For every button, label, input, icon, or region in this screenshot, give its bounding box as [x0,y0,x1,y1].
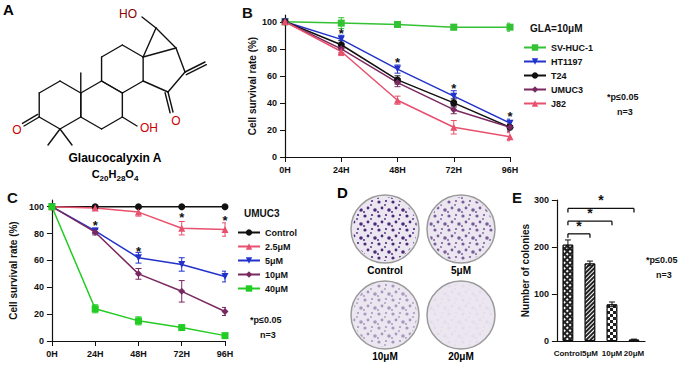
svg-text:*: * [93,218,99,233]
svg-text:24H: 24H [333,165,350,175]
svg-text:300: 300 [534,195,549,205]
svg-text:C: C [7,189,18,206]
svg-text:n=3: n=3 [617,107,633,117]
svg-text:n=3: n=3 [656,270,672,280]
svg-text:Cell survival rate (%): Cell survival rate (%) [8,221,19,319]
svg-text:40μM: 40μM [265,284,288,294]
svg-text:O: O [171,114,180,128]
svg-text:80: 80 [267,44,277,54]
svg-text:0H: 0H [279,165,291,175]
svg-text:B: B [242,4,253,21]
svg-text:Control: Control [554,349,582,358]
svg-text:*: * [587,205,593,221]
svg-text:100: 100 [262,17,277,27]
svg-text:Control: Control [367,265,403,276]
svg-text:T24: T24 [551,71,567,81]
svg-text:HT1197: HT1197 [551,57,583,67]
svg-text:20: 20 [34,309,44,319]
svg-text:A: A [3,1,14,18]
svg-text:80: 80 [34,229,44,239]
svg-text:24H: 24H [87,349,104,359]
svg-text:C20H28O4: C20H28O4 [92,168,139,183]
svg-text:UMUC3: UMUC3 [551,85,583,95]
svg-text:E: E [512,189,522,206]
svg-text:96H: 96H [502,165,519,175]
svg-text:40: 40 [34,282,44,292]
svg-text:*p≤0.05: *p≤0.05 [646,255,677,265]
svg-text:*: * [222,213,228,228]
svg-text:SV-HUC-1: SV-HUC-1 [551,43,593,53]
svg-text:*p≤0.05: *p≤0.05 [607,92,638,102]
svg-text:48H: 48H [130,349,147,359]
svg-text:Control: Control [265,228,297,238]
svg-text:Cell survival rate (%): Cell survival rate (%) [247,37,258,135]
svg-text:*: * [395,55,401,70]
svg-text:Number of colonies: Number of colonies [520,223,531,317]
svg-text:*: * [576,218,582,234]
svg-text:*: * [136,244,142,259]
svg-text:72H: 72H [445,165,462,175]
svg-text:0H: 0H [46,349,58,359]
svg-text:0: 0 [272,152,277,162]
svg-text:60: 60 [34,255,44,265]
svg-text:100: 100 [534,289,549,299]
svg-text:72H: 72H [173,349,190,359]
svg-text:20μM: 20μM [624,349,645,358]
svg-text:*: * [339,26,345,41]
svg-text:O: O [12,123,21,137]
svg-text:HO: HO [119,7,137,21]
svg-text:2.5μM: 2.5μM [265,242,291,252]
svg-text:60: 60 [267,71,277,81]
svg-text:GLA=10μM: GLA=10μM [530,23,583,34]
svg-text:100: 100 [29,202,44,212]
svg-text:5μM: 5μM [265,256,283,266]
svg-text:*: * [598,192,604,208]
svg-text:5μM: 5μM [582,349,598,358]
svg-text:OH: OH [140,121,158,135]
svg-text:*: * [507,109,513,124]
svg-text:D: D [337,185,348,201]
svg-text:UMUC3: UMUC3 [244,208,280,219]
svg-text:48H: 48H [389,165,406,175]
svg-text:J82: J82 [551,99,566,109]
svg-text:10μM: 10μM [602,349,623,358]
svg-text:Glaucocalyxin A: Glaucocalyxin A [69,151,162,165]
svg-text:200: 200 [534,242,549,252]
svg-text:10μM: 10μM [265,270,288,280]
svg-text:5μM: 5μM [451,265,471,276]
svg-text:40: 40 [267,98,277,108]
svg-text:20μM: 20μM [448,351,474,362]
svg-text:*: * [179,210,185,225]
svg-text:96H: 96H [217,349,234,359]
svg-text:20: 20 [267,125,277,135]
svg-text:10μM: 10μM [372,351,398,362]
svg-text:0: 0 [39,336,44,346]
svg-text:*: * [451,81,457,96]
svg-text:n=3: n=3 [260,330,276,340]
svg-text:0: 0 [544,336,549,346]
svg-text:*p≤0.05: *p≤0.05 [250,315,281,325]
